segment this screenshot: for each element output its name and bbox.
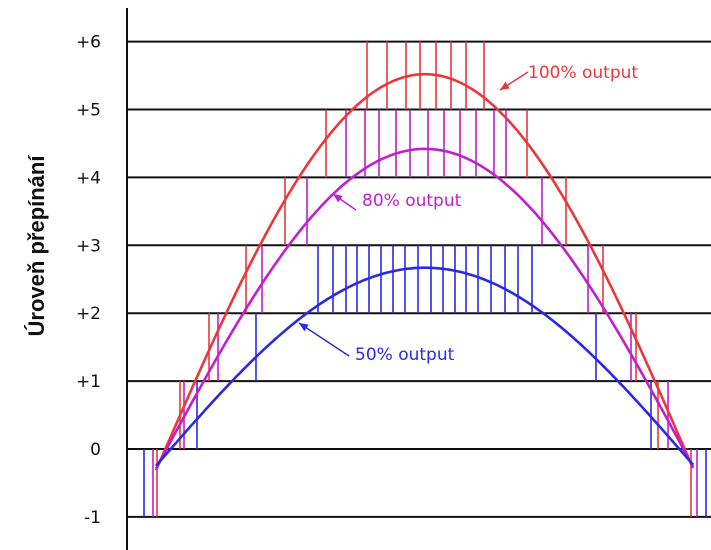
annotations: 100% output 80% output 50% output xyxy=(298,58,658,368)
annotation-arrowhead xyxy=(500,81,510,90)
y-tick-labels: +6 +5 +4 +3 +2 +1 0 -1 xyxy=(76,33,101,528)
y-axis-label: Úroveň přepínání xyxy=(24,155,49,337)
annotation-arrow xyxy=(298,322,350,357)
output-curves xyxy=(154,72,695,471)
y-tick-label: 0 xyxy=(90,440,101,460)
y-tick-label: +1 xyxy=(76,372,101,392)
y-tick-label: +4 xyxy=(76,168,101,188)
curve-100-output xyxy=(154,72,695,471)
annotation-label: 100% output xyxy=(528,63,638,83)
grid xyxy=(127,40,711,518)
y-tick-label: +5 xyxy=(76,101,101,121)
curve-80-output xyxy=(154,147,695,470)
annotation-label: 80% output xyxy=(362,191,462,211)
y-tick-label: +6 xyxy=(76,33,101,53)
y-tick-label: -1 xyxy=(84,508,101,528)
annotation-bg xyxy=(521,58,658,86)
curve-50-output xyxy=(155,266,694,467)
y-tick-label: +2 xyxy=(76,304,101,324)
annotation-arrowhead xyxy=(299,323,309,332)
annotation-bg xyxy=(355,186,487,214)
y-tick-label: +3 xyxy=(76,236,101,256)
switching-lines xyxy=(143,41,707,517)
annotation-arrowhead xyxy=(333,194,343,203)
annotation-bg xyxy=(348,340,478,368)
annotation-label: 50% output xyxy=(355,345,455,365)
